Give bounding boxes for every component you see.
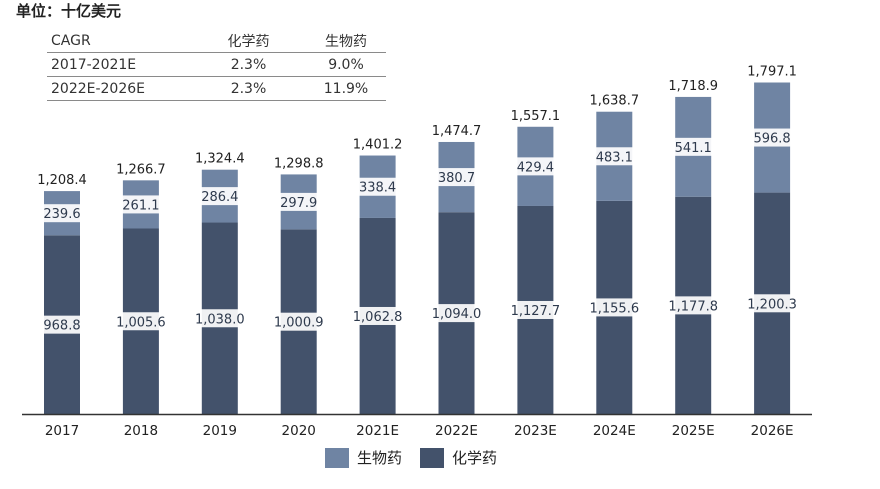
legend-swatch-chemical	[420, 447, 445, 468]
x-tick-label: 2017	[45, 423, 79, 439]
total-label: 1,266.7	[116, 162, 166, 177]
data-label-chemical-bg	[664, 296, 723, 315]
total-label: 1,401.2	[353, 138, 403, 153]
x-tick-label: 2019	[203, 423, 237, 439]
bio-header: 生物药	[306, 29, 386, 53]
total-label: 1,638.7	[589, 94, 639, 109]
data-label-chemical-bg	[743, 294, 801, 313]
data-label-bio-bg	[277, 192, 321, 211]
data-label-chemical: 1,177.8	[668, 299, 718, 314]
data-label-bio-bg	[513, 157, 557, 176]
cagr-bio-value: 11.9%	[306, 76, 386, 101]
cagr-header-row: CAGR 化学药 生物药	[47, 29, 386, 53]
total-label: 1,797.1	[747, 65, 797, 80]
x-tick-label: 2021E	[356, 423, 399, 439]
x-tick-label: 2024E	[593, 423, 636, 439]
data-label-bio-bg	[198, 187, 242, 206]
data-label-bio: 239.6	[43, 207, 80, 222]
data-label-bio-bg	[356, 177, 400, 196]
data-label-chemical: 1,200.3	[747, 297, 797, 312]
total-label: 1,474.7	[432, 124, 482, 139]
data-label-chemical-bg	[40, 315, 84, 334]
data-label-chemical: 1,062.8	[353, 310, 403, 325]
legend-label-bio: 生物药	[357, 449, 403, 467]
cagr-chemical-value: 2.3%	[191, 52, 306, 77]
unit-label: 单位：十亿美元	[16, 2, 122, 20]
cagr-chemical-value: 2.3%	[191, 76, 306, 101]
total-label: 1,208.4	[37, 173, 87, 188]
data-label-chemical-bg	[348, 306, 407, 325]
data-label-chemical: 1,127.7	[511, 304, 561, 319]
legend-item-chemical: 化学药	[420, 447, 497, 468]
data-label-bio: 596.8	[753, 132, 790, 147]
data-label-chemical: 1,155.6	[589, 301, 639, 316]
data-label-chemical-bg	[585, 298, 644, 317]
data-label-bio: 483.1	[596, 150, 633, 165]
legend-swatch-bio	[325, 447, 349, 468]
cagr-period: 2022E-2026E	[47, 76, 191, 101]
cagr-row: 2017-2021E 2.3% 9.0%	[47, 52, 386, 77]
data-label-chemical-bg	[269, 312, 328, 331]
legend: 生物药 化学药	[325, 447, 515, 468]
total-label: 1,557.1	[511, 109, 561, 124]
data-label-bio: 297.9	[280, 196, 317, 211]
data-label-bio-bg	[40, 204, 84, 223]
data-label-chemical: 968.8	[43, 319, 80, 334]
legend-label-chemical: 化学药	[452, 449, 498, 467]
data-label-bio: 541.1	[675, 141, 712, 156]
chemical-header: 化学药	[191, 29, 306, 53]
data-label-chemical-bg	[112, 312, 170, 331]
x-tick-label: 2025E	[672, 423, 715, 439]
data-label-chemical: 1,038.0	[195, 312, 245, 327]
cagr-bio-value: 9.0%	[306, 52, 386, 77]
x-tick-label: 2018	[124, 423, 158, 439]
data-label-bio: 338.4	[359, 181, 396, 196]
cagr-header: CAGR	[47, 29, 191, 53]
cagr-row: 2022E-2026E 2.3% 11.9%	[47, 76, 386, 101]
total-label: 1,718.9	[668, 79, 718, 94]
data-label-chemical-bg	[506, 300, 565, 319]
data-label-bio: 380.7	[438, 171, 475, 186]
data-label-bio: 429.4	[517, 160, 554, 175]
data-label-bio-bg	[592, 147, 636, 166]
x-tick-label: 2022E	[435, 423, 478, 439]
data-label-bio-bg	[750, 128, 794, 147]
cagr-period: 2017-2021E	[47, 52, 191, 77]
x-tick-label: 2023E	[514, 423, 557, 439]
data-label-bio-bg	[671, 137, 715, 156]
x-tick-label: 2020	[282, 423, 316, 439]
total-label: 1,324.4	[195, 152, 245, 167]
data-label-bio: 286.4	[201, 190, 238, 205]
data-label-bio-bg	[435, 168, 478, 187]
data-label-chemical: 1,005.6	[116, 315, 166, 330]
data-label-chemical: 1,000.9	[274, 316, 324, 331]
data-label-bio-bg	[119, 195, 163, 214]
data-label-bio: 261.1	[122, 198, 159, 213]
legend-item-bio: 生物药	[325, 447, 402, 468]
data-label-chemical: 1,094.0	[432, 307, 482, 322]
data-label-chemical-bg	[190, 309, 249, 328]
cagr-table: CAGR 化学药 生物药 2017-2021E 2.3% 9.0% 2022E-…	[47, 29, 386, 101]
total-label: 1,298.8	[274, 156, 324, 171]
x-tick-label: 2026E	[751, 423, 794, 439]
data-label-chemical-bg	[427, 304, 486, 323]
